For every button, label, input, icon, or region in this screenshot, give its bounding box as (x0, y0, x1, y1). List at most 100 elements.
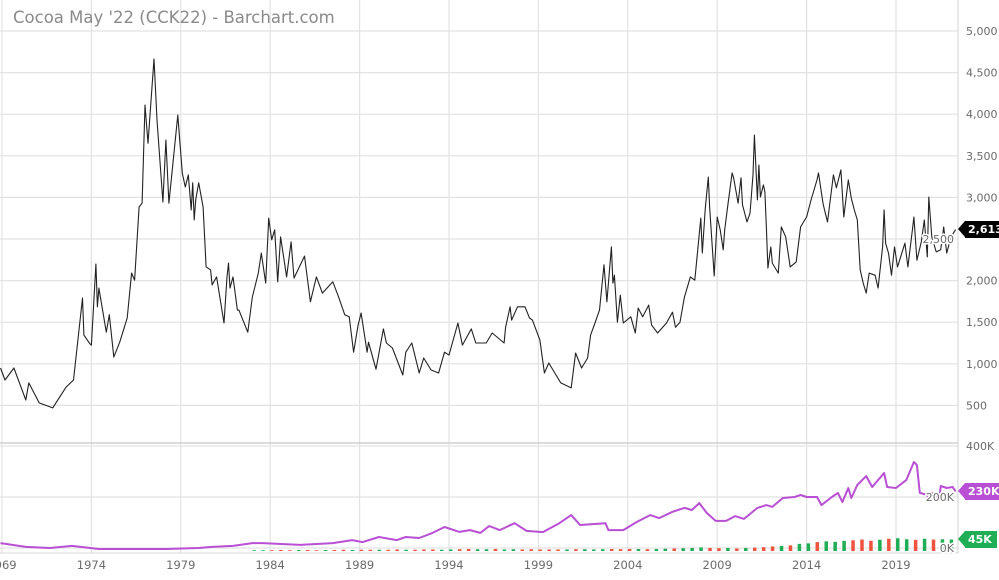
volume-bar (547, 549, 551, 551)
volume-bar (609, 548, 614, 551)
volume-bar (842, 540, 846, 551)
open-interest-tag: 230K (958, 483, 999, 500)
volume-bar (708, 547, 712, 551)
volume-bar (377, 549, 381, 551)
volume-bar (726, 547, 730, 551)
x-axis-label: 2004 (613, 558, 642, 572)
volume-bar (305, 549, 310, 551)
volume-bar (395, 549, 399, 551)
volume-bar (359, 549, 364, 551)
volume-bar (288, 550, 292, 551)
volume-bar (297, 549, 301, 551)
volume-bar (904, 539, 909, 551)
volume-bar (878, 539, 882, 551)
volume-bar (538, 549, 542, 551)
volume-bar (896, 538, 900, 551)
volume-bar (368, 549, 373, 551)
volume-bar (618, 549, 623, 551)
volume-bar (806, 543, 811, 551)
volume-bar (636, 548, 641, 551)
price-axis-label: 3,500 (966, 150, 998, 163)
volume-bar (440, 549, 444, 551)
x-axis-label: 1984 (256, 558, 285, 572)
volume-bar (422, 549, 426, 551)
volume-bar (252, 550, 256, 551)
price-axis-label: 3,000 (966, 191, 998, 204)
volume-bar (529, 549, 533, 551)
price-axis-label: 2,500 (923, 233, 955, 246)
volume-bar (681, 548, 685, 551)
volume-bar (600, 549, 605, 551)
volume-bar (770, 546, 775, 551)
volume-bar (627, 548, 632, 551)
volume-bar (502, 549, 507, 551)
volume-bar (672, 548, 676, 551)
volume-bar (735, 548, 739, 551)
volume-bar (574, 549, 578, 551)
price-axis-label: 4,500 (966, 67, 998, 80)
volume-bar (931, 539, 936, 551)
volume-bar (520, 549, 525, 551)
volume-bar (413, 549, 417, 551)
volume-bar (752, 547, 757, 551)
x-axis-label: 2014 (792, 558, 821, 572)
volume-bar (717, 548, 721, 551)
volume-bar (824, 541, 828, 551)
volume-bar (869, 540, 873, 551)
volume-bar (431, 549, 435, 551)
volume-bar (645, 549, 650, 551)
x-axis-label: 1994 (434, 558, 463, 572)
volume-bar (556, 549, 560, 551)
volume-bar (913, 539, 918, 551)
volume-bar (475, 549, 480, 551)
price-axis-label: 2,000 (966, 275, 998, 288)
open-interest-line (0, 461, 957, 550)
volume-bar (279, 549, 283, 551)
volume-bar (699, 547, 703, 551)
volume-bar (949, 539, 954, 551)
x-axis-label: 1979 (166, 558, 195, 572)
volume-bar (940, 539, 945, 551)
volume-bar (261, 550, 265, 551)
volume-bar (270, 550, 274, 551)
chart-title: Cocoa May '22 (CCK22) - Barchart.com (13, 8, 335, 27)
volume-bar (779, 545, 784, 551)
volume-bar (761, 547, 766, 551)
volume-bar (350, 549, 355, 551)
volume-bar (457, 549, 462, 551)
price-axis-label: 500 (966, 399, 987, 412)
x-axis-label: 1999 (524, 558, 553, 572)
price-axis-label: 1,500 (966, 316, 998, 329)
lower-axis-label: 200K (926, 491, 955, 504)
volume-bar (466, 548, 471, 551)
volume-bar (922, 538, 927, 551)
volume-bar (833, 541, 837, 551)
volume-bar (341, 549, 346, 551)
x-axis-label: 2009 (703, 558, 732, 572)
volume-bar (323, 549, 328, 551)
volume-bar (449, 549, 453, 551)
volume-bar (484, 549, 489, 551)
volume-bar (887, 538, 891, 551)
volume-bar (690, 547, 694, 551)
volume-bar (663, 548, 668, 551)
price-axis-label: 1,000 (966, 358, 998, 371)
volume-bar (592, 549, 596, 551)
x-axis-label: 1969 (0, 558, 17, 572)
volume-bar (860, 539, 864, 551)
volume-bar (654, 548, 659, 551)
volume-bar (851, 540, 855, 551)
volume-bar (744, 547, 748, 551)
volume-bar (386, 549, 390, 551)
volume-bar (815, 542, 820, 551)
volume-bar (788, 545, 793, 551)
volume-bar (797, 543, 802, 551)
volume-bar (332, 549, 337, 551)
last-price-tag: 2,613 (958, 221, 999, 238)
volume-bar (565, 549, 569, 551)
volume-bar (511, 549, 516, 551)
volume-bar (404, 549, 408, 551)
volume-bar (583, 549, 587, 551)
